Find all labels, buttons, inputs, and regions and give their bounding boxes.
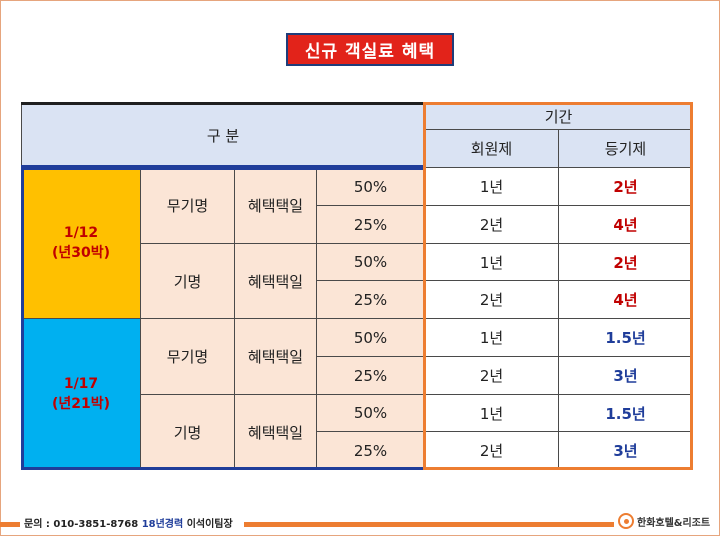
member-cell: 1년 bbox=[424, 318, 559, 357]
discount-cell: 50% bbox=[316, 167, 425, 206]
registered-cell: 4년 bbox=[558, 205, 693, 244]
table-row: 25% 2년 4년 bbox=[22, 280, 693, 319]
registered-cell: 1.5년 bbox=[558, 394, 693, 432]
discount-cell: 25% bbox=[316, 356, 425, 395]
footer-contact-name: 이석이팀장 bbox=[183, 519, 233, 530]
member-cell: 2년 bbox=[424, 205, 559, 244]
group-label: 1/12 (년30박) bbox=[21, 167, 141, 319]
type-cell: 기명 bbox=[140, 394, 235, 470]
table-row: 기명 혜택택일 50% 1년 1.5년 bbox=[22, 394, 693, 470]
discount-cell: 25% bbox=[316, 205, 425, 244]
company-logo: 한화호텔&리조트 bbox=[618, 513, 710, 529]
member-cell: 1년 bbox=[424, 167, 559, 206]
member-cell: 2년 bbox=[424, 431, 559, 470]
discount-cell: 50% bbox=[316, 394, 425, 432]
benefit-cell: 혜택택일 bbox=[234, 243, 317, 319]
group-label-line1: 1/12 bbox=[63, 225, 99, 241]
discount-cell: 25% bbox=[316, 280, 425, 319]
registered-cell: 1.5년 bbox=[558, 318, 693, 357]
group-label-line2: (년21박) bbox=[51, 396, 111, 412]
footer-contact: 문의 : 010-3851-8768 18년경력 이석이팀장 bbox=[24, 515, 233, 530]
member-cell: 2년 bbox=[424, 280, 559, 319]
group-label-line2: (년30박) bbox=[51, 245, 111, 261]
discount-cell: 50% bbox=[316, 318, 425, 357]
discount-cell: 25% bbox=[316, 431, 425, 470]
member-cell: 1년 bbox=[424, 243, 559, 281]
footer-experience: 18년경력 bbox=[141, 519, 184, 530]
table-row: 1/17 (년21박) 무기명 혜택택일 50% 1년 1.5년 bbox=[21, 318, 693, 470]
benefit-cell: 혜택택일 bbox=[234, 318, 317, 395]
registered-cell: 4년 bbox=[558, 280, 693, 319]
hanwha-logo-icon bbox=[618, 513, 634, 529]
registered-cell: 3년 bbox=[558, 356, 693, 395]
benefit-cell: 혜택택일 bbox=[234, 167, 317, 244]
group-label-line1: 1/17 bbox=[63, 376, 99, 392]
benefit-table: 구 분 기간 회원제 등기제 1/12 (년30박) 무기명 혜택택일 50% … bbox=[21, 103, 693, 470]
footer-accent-left bbox=[0, 522, 20, 527]
table-row: 1/12 (년30박) 무기명 혜택택일 50% 1년 2년 bbox=[21, 167, 693, 319]
table-row: 25% 2년 3년 bbox=[22, 431, 693, 470]
registered-cell: 2년 bbox=[558, 167, 693, 206]
type-cell: 무기명 bbox=[140, 167, 235, 244]
logo-text: 한화호텔&리조트 bbox=[637, 517, 711, 529]
header-registered: 등기제 bbox=[558, 129, 693, 168]
benefit-cell: 혜택택일 bbox=[234, 394, 317, 470]
registered-cell: 2년 bbox=[558, 243, 693, 281]
table-row: 25% 2년 3년 bbox=[22, 356, 693, 395]
footer-contact-prefix: 문의 : 010-3851-8768 bbox=[24, 519, 142, 530]
member-cell: 2년 bbox=[424, 356, 559, 395]
member-cell: 1년 bbox=[424, 394, 559, 432]
header-category: 구 분 bbox=[21, 103, 425, 168]
table-row: 기명 혜택택일 50% 1년 2년 bbox=[22, 243, 693, 319]
registered-cell: 3년 bbox=[558, 431, 693, 470]
page-title: 신규 객실료 혜택 bbox=[286, 33, 454, 66]
footer-accent-right bbox=[244, 522, 614, 527]
type-cell: 기명 bbox=[140, 243, 235, 319]
header-period: 기간 bbox=[424, 103, 693, 130]
header-member: 회원제 bbox=[424, 129, 559, 168]
type-cell: 무기명 bbox=[140, 318, 235, 395]
group-label: 1/17 (년21박) bbox=[21, 318, 141, 470]
discount-cell: 50% bbox=[316, 243, 425, 281]
